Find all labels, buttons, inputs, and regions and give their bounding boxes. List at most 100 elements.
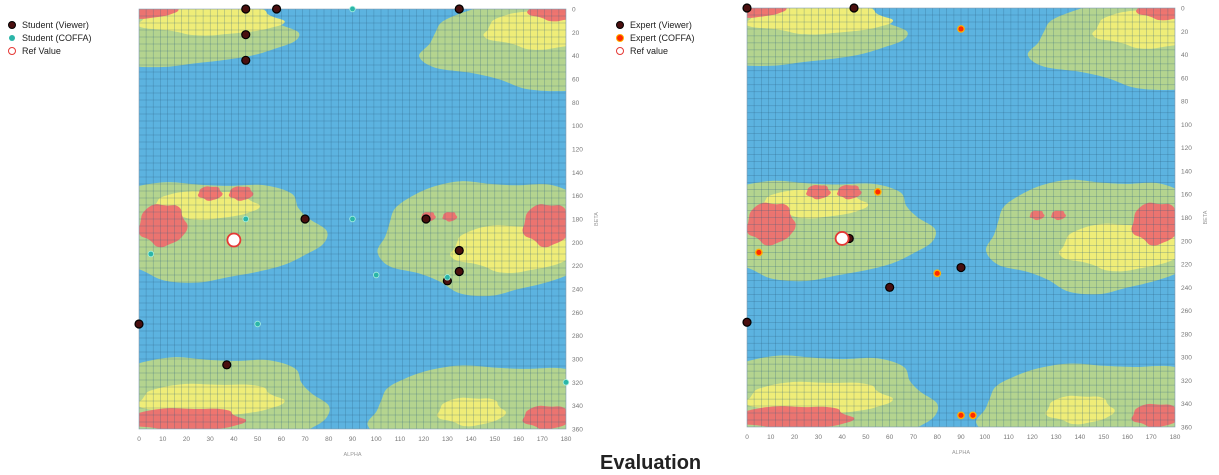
coffa-point xyxy=(957,411,965,420)
x-tick-label: 80 xyxy=(934,434,942,441)
coffa-point xyxy=(562,379,570,386)
x-tick-label: 150 xyxy=(489,436,500,443)
y-tick-label: 140 xyxy=(1181,168,1192,175)
x-tick-label: 10 xyxy=(159,436,167,443)
legend-item: Student (Viewer) xyxy=(8,18,92,31)
y-tick-label: 100 xyxy=(572,123,583,130)
coffa-point xyxy=(755,248,763,257)
x-tick-label: 20 xyxy=(791,434,799,441)
x-tick-label: 30 xyxy=(815,434,823,441)
red-region xyxy=(522,204,566,248)
viewer-point xyxy=(956,262,966,273)
coffa-point xyxy=(242,215,249,223)
y-tick-label: 320 xyxy=(1181,378,1192,385)
legend-item: Ref value xyxy=(616,44,695,57)
y-tick-label: 60 xyxy=(572,77,580,84)
y-tick-label: 80 xyxy=(1181,99,1189,106)
red-region xyxy=(747,406,855,427)
viewer-marker-icon xyxy=(8,20,16,29)
x-tick-label: 140 xyxy=(466,436,477,443)
y-tick-label: 140 xyxy=(572,170,583,177)
legend-label: Expert (Viewer) xyxy=(630,19,692,30)
y-tick-label: 220 xyxy=(572,263,583,270)
red-region xyxy=(527,9,566,22)
y-tick-label: 300 xyxy=(1181,355,1192,362)
yellow-region xyxy=(483,11,566,50)
viewer-point xyxy=(454,4,464,14)
x-tick-label: 40 xyxy=(230,436,238,443)
viewer-point xyxy=(241,30,251,40)
x-tick-label: 40 xyxy=(838,434,846,441)
viewer-point xyxy=(849,3,859,13)
viewer-point xyxy=(300,214,310,224)
coffa-point xyxy=(933,269,942,278)
coffa-point xyxy=(873,188,882,196)
x-tick-label: 110 xyxy=(1003,434,1014,441)
x-axis-label: ALPHA xyxy=(343,452,361,458)
red-region xyxy=(1051,210,1066,221)
y-tick-label: 340 xyxy=(1181,401,1192,408)
y-tick-label: 340 xyxy=(572,403,583,410)
legend-left: Student (Viewer) Student (COFFA) Ref Val… xyxy=(8,18,92,57)
ref-point xyxy=(226,232,242,248)
ref-point xyxy=(834,231,850,246)
y-tick-label: 200 xyxy=(1181,238,1192,245)
yellow-region xyxy=(436,397,506,427)
red-region xyxy=(442,212,458,222)
y-tick-label: 180 xyxy=(572,217,583,224)
x-tick-label: 50 xyxy=(862,434,870,441)
x-tick-label: 20 xyxy=(183,436,191,443)
red-region xyxy=(139,408,247,429)
x-tick-label: 60 xyxy=(886,434,894,441)
x-tick-label: 120 xyxy=(418,436,429,443)
y-tick-label: 300 xyxy=(572,357,583,364)
x-tick-label: 60 xyxy=(278,436,286,443)
x-tick-label: 80 xyxy=(325,436,333,443)
y-tick-label: 20 xyxy=(1181,29,1189,36)
y-tick-label: 0 xyxy=(1181,6,1185,13)
red-region xyxy=(1135,8,1175,21)
x-tick-label: 160 xyxy=(1122,434,1133,441)
x-tick-label: 50 xyxy=(254,436,262,443)
yellow-region xyxy=(747,8,894,35)
y-tick-label: 60 xyxy=(1181,75,1189,82)
x-tick-label: 180 xyxy=(561,436,572,443)
x-tick-label: 100 xyxy=(979,434,990,441)
y-tick-label: 80 xyxy=(572,100,580,107)
yellow-region xyxy=(1045,395,1115,425)
legend-label: Ref Value xyxy=(22,45,61,56)
x-tick-label: 0 xyxy=(137,436,141,443)
viewer-point xyxy=(241,4,251,14)
red-region xyxy=(139,9,179,19)
coffa-point xyxy=(349,215,356,223)
legend-item: Student (COFFA) xyxy=(8,31,92,44)
x-tick-label: 30 xyxy=(207,436,215,443)
x-tick-label: 160 xyxy=(513,436,524,443)
y-tick-label: 320 xyxy=(572,380,583,387)
y-tick-label: 360 xyxy=(572,427,583,434)
plot-area xyxy=(139,9,566,429)
red-region xyxy=(522,405,566,429)
yellow-region xyxy=(1092,10,1175,49)
x-tick-label: 10 xyxy=(767,434,775,441)
x-tick-label: 150 xyxy=(1098,434,1109,441)
y-tick-label: 240 xyxy=(572,287,583,294)
coffa-point xyxy=(969,411,977,420)
x-tick-label: 120 xyxy=(1027,434,1038,441)
legend-item: Expert (Viewer) xyxy=(616,18,695,31)
viewer-point xyxy=(742,317,752,327)
y-tick-label: 40 xyxy=(1181,52,1189,59)
x-tick-label: 90 xyxy=(349,436,357,443)
red-region xyxy=(1029,210,1045,221)
legend-label: Expert (COFFA) xyxy=(630,32,695,43)
plot-area xyxy=(747,8,1175,427)
coffa-point xyxy=(349,5,356,13)
x-tick-label: 130 xyxy=(442,436,453,443)
y-tick-label: 160 xyxy=(1181,192,1192,199)
y-tick-label: 20 xyxy=(572,30,580,37)
chart-student: 0 10 20 30 40 50 60 70 80 90 100 110 120 130 140 150 160… xyxy=(134,4,600,458)
viewer-point xyxy=(454,245,464,256)
y-tick-label: 220 xyxy=(1181,262,1192,269)
coffa-marker-icon xyxy=(616,33,624,42)
red-region xyxy=(228,186,254,201)
